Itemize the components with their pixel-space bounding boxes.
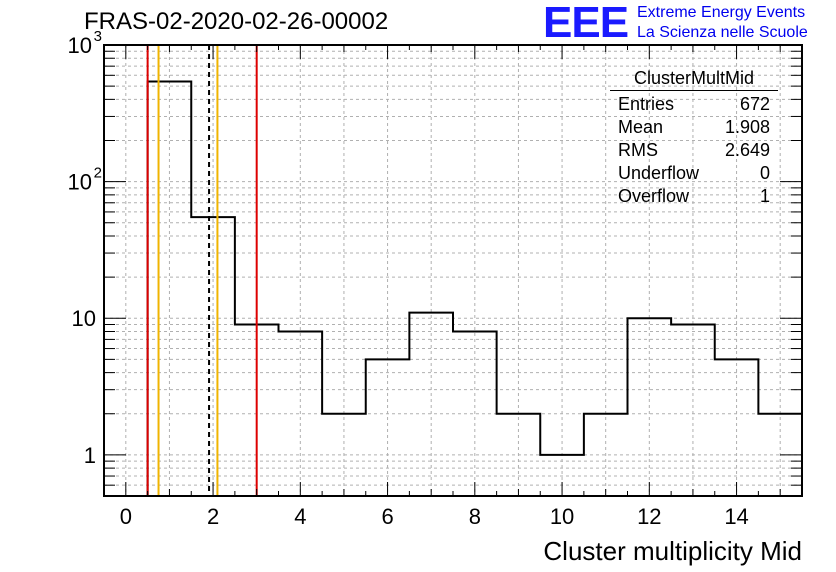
x-tick-label: 8 bbox=[469, 504, 481, 529]
x-tick-label: 4 bbox=[294, 504, 306, 529]
histogram-bin bbox=[628, 318, 672, 496]
histogram-outline bbox=[146, 80, 803, 496]
stats-row-overflow: Overflow 1 bbox=[610, 185, 778, 208]
x-tick-label: 10 bbox=[550, 504, 574, 529]
eee-logo: EEE bbox=[543, 0, 629, 47]
histogram-bin bbox=[409, 313, 453, 496]
x-tick-label: 14 bbox=[724, 504, 748, 529]
stats-box: ClusterMultMid Entries 672 Mean 1.908 RM… bbox=[610, 68, 778, 208]
histogram-bin bbox=[322, 414, 366, 496]
histogram-bin bbox=[279, 331, 323, 496]
stats-row-mean: Mean 1.908 bbox=[610, 116, 778, 139]
stats-box-title: ClusterMultMid bbox=[610, 68, 778, 91]
histogram-bin bbox=[148, 82, 192, 496]
stats-value: 0 bbox=[759, 163, 770, 183]
stats-value: 1 bbox=[759, 186, 770, 206]
y-tick-label: 10 bbox=[72, 306, 96, 331]
logo-line-1: Extreme Energy Events bbox=[637, 4, 806, 21]
stats-label: Mean bbox=[618, 117, 664, 137]
y-tick-label: 10 bbox=[68, 170, 92, 195]
y-tick-label: 10 bbox=[68, 33, 92, 58]
stats-value: 2.649 bbox=[724, 140, 770, 160]
histogram-bin bbox=[584, 414, 628, 496]
x-tick-label: 0 bbox=[120, 504, 132, 529]
x-tick-label: 2 bbox=[207, 504, 219, 529]
histogram-bin bbox=[366, 359, 410, 496]
y-tick-label: 1 bbox=[84, 443, 96, 468]
stats-row-entries: Entries 672 bbox=[610, 93, 778, 116]
x-tick-label: 6 bbox=[381, 504, 393, 529]
histogram-bin bbox=[497, 414, 541, 496]
y-tick-exponent: 3 bbox=[94, 28, 102, 45]
x-tick-label: 12 bbox=[637, 504, 661, 529]
stats-label: RMS bbox=[618, 140, 658, 160]
logo-line-2: La Scienza nelle Scuole bbox=[637, 24, 808, 41]
x-axis-label: Cluster multiplicity Mid bbox=[543, 536, 802, 566]
histogram-bin bbox=[191, 217, 235, 496]
stats-label: Entries bbox=[618, 94, 675, 114]
stats-value: 1.908 bbox=[724, 117, 770, 137]
stats-label: Overflow bbox=[618, 186, 690, 206]
stats-row-rms: RMS 2.649 bbox=[610, 139, 778, 162]
histogram-bin bbox=[715, 359, 759, 496]
stats-label: Underflow bbox=[618, 163, 700, 183]
stats-row-underflow: Underflow 0 bbox=[610, 162, 778, 185]
histogram-bin bbox=[671, 324, 715, 496]
chart-title: FRAS-02-2020-02-26-00002 bbox=[84, 8, 389, 35]
y-tick-exponent: 2 bbox=[94, 165, 102, 182]
histogram-bin bbox=[453, 331, 497, 496]
stats-value: 672 bbox=[739, 94, 770, 114]
